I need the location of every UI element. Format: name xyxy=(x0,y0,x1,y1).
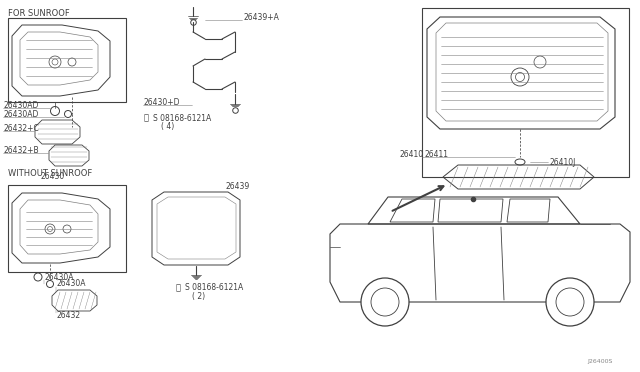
Text: 26432+C: 26432+C xyxy=(3,124,39,132)
Ellipse shape xyxy=(515,159,525,165)
Text: 26439: 26439 xyxy=(225,182,249,190)
Circle shape xyxy=(556,288,584,316)
Bar xyxy=(422,8,629,177)
Text: 26430AD: 26430AD xyxy=(3,109,38,119)
Text: ( 2): ( 2) xyxy=(192,292,205,301)
Text: 26430A: 26430A xyxy=(44,273,74,282)
Text: S 08168-6121A: S 08168-6121A xyxy=(185,283,243,292)
Text: 26432+B: 26432+B xyxy=(3,145,38,154)
Circle shape xyxy=(546,278,594,326)
Text: 26439+A: 26439+A xyxy=(243,13,279,22)
Text: 26410J: 26410J xyxy=(550,157,577,167)
Text: 26432: 26432 xyxy=(56,311,80,321)
Text: 26430A: 26430A xyxy=(56,279,86,289)
Circle shape xyxy=(47,280,54,288)
Text: Ⓢ: Ⓢ xyxy=(176,283,181,292)
Text: S 08168-6121A: S 08168-6121A xyxy=(153,113,211,122)
Circle shape xyxy=(361,278,409,326)
Text: 26430+D: 26430+D xyxy=(143,97,179,106)
Text: 26411: 26411 xyxy=(425,150,449,158)
Text: J26400S: J26400S xyxy=(587,359,612,365)
Circle shape xyxy=(371,288,399,316)
Text: ( 4): ( 4) xyxy=(161,122,174,131)
Bar xyxy=(8,18,126,102)
Circle shape xyxy=(34,273,42,281)
Text: WITHOUT SUNROOF: WITHOUT SUNROOF xyxy=(8,169,92,178)
Text: FOR SUNROOF: FOR SUNROOF xyxy=(8,9,70,18)
Circle shape xyxy=(51,106,60,115)
Text: Ⓢ: Ⓢ xyxy=(144,113,149,122)
Text: 26410: 26410 xyxy=(400,150,424,158)
Circle shape xyxy=(65,110,72,118)
Text: 26430: 26430 xyxy=(40,171,64,180)
Bar xyxy=(8,185,126,272)
Text: 26430AD: 26430AD xyxy=(3,100,38,109)
